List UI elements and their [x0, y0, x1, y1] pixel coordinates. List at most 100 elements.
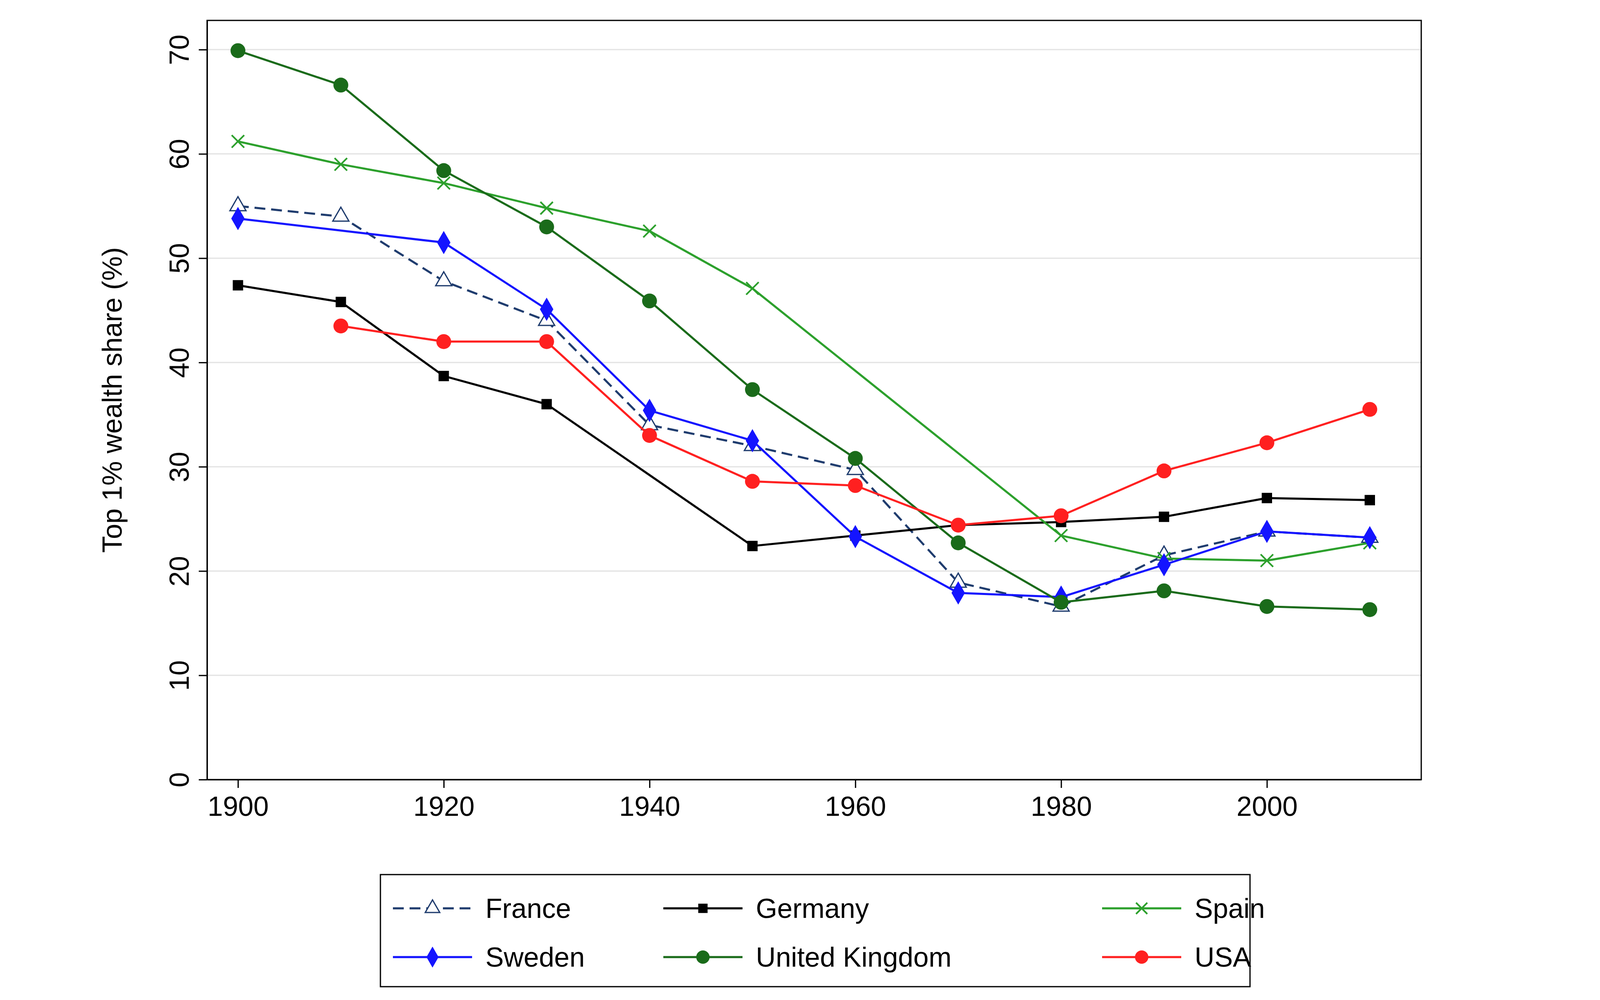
grid-line	[207, 570, 1422, 572]
grid-line	[207, 361, 1422, 363]
point	[437, 230, 451, 255]
y-tick-label: 20	[163, 555, 195, 587]
legend-marker-group	[425, 900, 440, 913]
y-tick-mark	[198, 257, 208, 260]
point	[642, 293, 658, 309]
marker-group	[332, 207, 350, 222]
legend-entry: Germany	[663, 892, 869, 924]
x-tick: 2000	[1236, 779, 1298, 822]
marker-group	[1362, 602, 1378, 618]
series	[230, 196, 1378, 612]
legend-label: USA	[1194, 941, 1252, 973]
legend-entry: United Kingdom	[663, 941, 952, 973]
marker-group	[950, 517, 966, 533]
marker-group	[1055, 529, 1068, 542]
point	[435, 271, 453, 286]
marker-group	[1053, 508, 1069, 524]
marker-group	[642, 427, 658, 443]
marker-group	[1261, 492, 1273, 504]
marker-group	[1364, 495, 1375, 506]
x-tick: 1980	[1030, 779, 1093, 822]
point	[332, 207, 350, 222]
legend-box	[380, 874, 1250, 987]
point	[436, 163, 452, 179]
marker-group	[539, 334, 555, 350]
point	[1362, 402, 1378, 418]
point	[1053, 595, 1069, 610]
plot-frame	[207, 20, 1422, 780]
series-line	[340, 325, 1370, 525]
legend-marker	[1135, 950, 1149, 964]
series	[230, 43, 1378, 618]
marker-group	[1260, 519, 1274, 543]
series-line	[237, 141, 1370, 561]
chart: 010203040506070190019201940196019802000T…	[0, 0, 1600, 1000]
data-layer	[230, 43, 1378, 618]
marker-group	[1259, 435, 1275, 451]
marker-group	[1156, 463, 1172, 479]
series-line	[237, 50, 1370, 610]
grid-line	[207, 466, 1422, 468]
legend-marker-group	[698, 903, 708, 913]
point	[745, 473, 760, 489]
point	[745, 382, 760, 398]
grid-line	[207, 153, 1422, 155]
point	[539, 334, 555, 350]
grid-line	[207, 49, 1422, 51]
point	[847, 450, 863, 466]
point	[746, 282, 759, 295]
legend-marker-group	[1136, 902, 1148, 915]
legend: FranceGermanySpainSwedenUnited KingdomUS…	[380, 874, 1265, 987]
legend-entry: Spain	[1102, 892, 1265, 924]
point	[1362, 602, 1378, 618]
point	[1261, 492, 1273, 504]
y-tick: 0	[163, 772, 208, 788]
marker-group	[747, 540, 758, 552]
x-tick-mark	[1266, 779, 1268, 788]
x-tick-mark	[443, 779, 445, 788]
series-line	[237, 285, 1370, 547]
marker-group	[847, 450, 863, 466]
legend-marker-group	[426, 946, 439, 968]
y-axis-title: Top 1% wealth share (%)	[96, 247, 128, 553]
marker-group	[745, 382, 760, 398]
x-tick: 1920	[413, 779, 475, 822]
series	[231, 135, 1376, 567]
point	[848, 525, 863, 549]
marker-group	[1362, 525, 1377, 550]
marker-group	[1158, 511, 1170, 523]
point	[438, 370, 450, 382]
marker-group	[438, 370, 450, 382]
point	[643, 225, 656, 238]
point	[1364, 495, 1375, 506]
marker-group	[642, 398, 657, 423]
grid	[207, 49, 1422, 780]
marker-group	[1053, 595, 1069, 610]
y-tick-label: 50	[163, 242, 195, 274]
y-tick-label: 30	[163, 451, 195, 483]
point	[1260, 519, 1274, 543]
series	[333, 318, 1378, 533]
marker-group	[436, 334, 452, 350]
point	[745, 429, 760, 453]
marker-group	[951, 581, 965, 605]
legend-marker	[696, 950, 710, 964]
legend-marker	[1136, 902, 1148, 915]
series	[232, 280, 1375, 552]
marker-group	[437, 176, 450, 190]
point	[1156, 583, 1172, 599]
x-tick-label: 1960	[825, 790, 887, 822]
point	[232, 280, 244, 291]
x-tick: 1940	[619, 779, 681, 822]
point	[1259, 435, 1275, 451]
y-tick-mark	[198, 779, 208, 781]
marker-group	[436, 163, 452, 179]
y-tick-mark	[198, 153, 208, 155]
y-tick-label: 70	[163, 34, 195, 65]
x-tick-label: 1940	[619, 790, 681, 822]
y-tick-mark	[198, 362, 208, 364]
marker-group	[746, 282, 759, 295]
x-tick-mark	[649, 779, 651, 788]
point	[539, 219, 555, 235]
y-tick-mark	[198, 49, 208, 51]
